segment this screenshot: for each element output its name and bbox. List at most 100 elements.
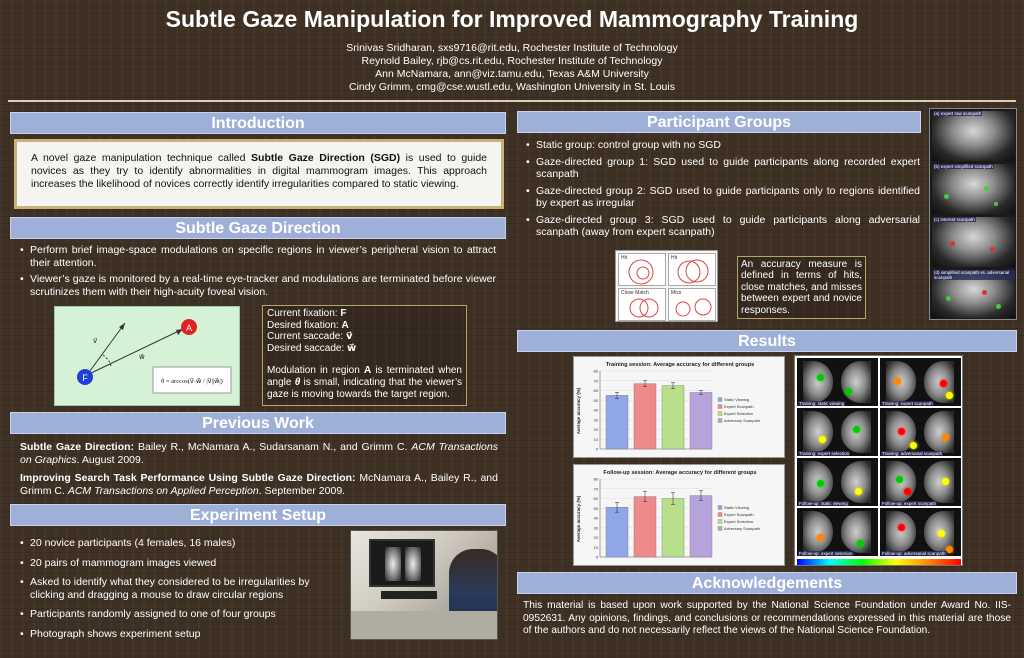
experiment-bullet-5: Photograph shows experiment setup [18, 628, 340, 641]
chart-bar [689, 392, 713, 450]
chart-legend-swatch [717, 397, 723, 402]
chart-bar [605, 507, 629, 558]
chart-ytick: 0 [596, 555, 599, 560]
experiment-heading: Experiment Setup [10, 504, 506, 526]
match-close: Close Match [618, 288, 666, 321]
desired-saccade-row: Desired saccade: w⃗ [267, 342, 357, 354]
chart-legend-label: Static Viewing [724, 397, 749, 402]
heatmap-thumb: Training: expert scanpath [880, 358, 961, 406]
scanpath-thumb-d: (d) simplified scanpath vs. adversarial … [932, 270, 1015, 318]
chart-ytick: 30 [594, 417, 599, 422]
chart-ytick: 30 [594, 525, 599, 530]
modulation-text: Modulation in region A is terminated whe… [267, 365, 462, 400]
chart-bar [661, 385, 685, 450]
heatmap-tag: Follow-up: adversarial scanpath [881, 551, 947, 556]
chart-legend-swatch [717, 526, 723, 531]
chart-title: Training session: Average accuracy for d… [606, 362, 754, 368]
author-line-1: Srinivas Sridharan, sxs9716@rit.edu, Roc… [346, 42, 678, 54]
heatmap-color-scale [797, 559, 961, 565]
match-miss: Miss [668, 288, 716, 321]
vector-v-arrowhead [119, 323, 125, 330]
author-line-3: Ann McNamara, ann@viz.tamu.edu, Texas A&… [375, 68, 649, 80]
heatmap-thumb: Follow-up: adversarial scanpath [880, 508, 961, 556]
chart-ylabel: Average accuracy (%) [576, 387, 581, 434]
vector-w-line [86, 328, 184, 376]
sgd-bullet-1: Perform brief image-space modulations on… [18, 244, 496, 269]
introduction-box: A novel gaze manipulation technique call… [14, 139, 504, 209]
current-fixation-row: Current fixation: F [267, 308, 347, 319]
chart-ytick: 80 [594, 369, 599, 374]
participant-bullet-1: Static group: control group with no SGD [524, 139, 920, 152]
chart-legend-swatch [717, 512, 723, 517]
label-vec-w: w⃗ [139, 353, 145, 361]
heatmap-tag: Follow-up: static viewing [798, 501, 849, 506]
match-hit-2: Hit [668, 253, 716, 286]
sgd-diagram-svg: A F v⃗ w⃗ θ = arccos(v⃗·w⃗ / |v⃗||w⃗|) [77, 319, 232, 394]
chart-legend-label: Adversary Scanpath [724, 418, 760, 423]
scanpath-thumbnails: (a) expert raw scanpath (b) expert simpl… [929, 108, 1017, 320]
monitor-image [369, 539, 435, 587]
reference-2: Improving Search Task Performance Using … [20, 472, 498, 497]
acknowledgements-heading: Acknowledgements [517, 572, 1017, 594]
reference-1: Subtle Gaze Direction: Bailey R., McNama… [20, 441, 498, 466]
acknowledgements-text: This material is based upon work support… [523, 600, 1011, 636]
followup-chart-panel: Follow-up session: Average accuracy for … [573, 464, 785, 566]
chart-bar [689, 495, 713, 558]
heatmap-tag: Training: expert selection [798, 451, 851, 456]
target-a-circle [181, 319, 197, 335]
results-heading: Results [517, 330, 1017, 352]
fixation-f-circle [77, 369, 93, 385]
chart-ytick: 40 [594, 408, 599, 413]
experiment-setup-photo [350, 530, 498, 640]
heatmap-thumb: Training: adversarial scanpath [880, 408, 961, 456]
chart-legend-label: Expert Scanpath [724, 512, 754, 517]
participant-bullet-4: Gaze-directed group 3: SGD used to guide… [524, 214, 920, 239]
previous-work-list: Subtle Gaze Direction: Bailey R., McNama… [20, 441, 498, 503]
sgd-info-box: Current fixation: F Desired fixation: A … [262, 305, 467, 406]
theta-arc [102, 354, 112, 368]
chart-ytick: 60 [594, 388, 599, 393]
scanpath-thumb-c: (c) interest scanpath [932, 217, 1015, 267]
chart-ytick: 70 [594, 486, 599, 491]
heatmap-thumb: Training: static viewing [797, 358, 878, 406]
chart-legend-swatch [717, 505, 723, 510]
chart-ytick: 10 [594, 437, 599, 442]
previous-work-heading: Previous Work [10, 412, 506, 434]
heatmap-tag: Follow-up: expert selection [798, 551, 854, 556]
chart-legend-label: Expert Selection [724, 411, 753, 416]
heatmap-thumb: Training: expert selection [797, 408, 878, 456]
scanpath-thumb-b: (b) expert simplified scanpath [932, 164, 1015, 214]
training-chart-panel: Training session: Average accuracy for d… [573, 356, 785, 458]
chart-legend-swatch [717, 519, 723, 524]
scanpath-thumb-a: (a) expert raw scanpath [932, 111, 1015, 161]
intro-text-1: A novel gaze manipulation technique call… [31, 152, 252, 164]
chart-ytick: 60 [594, 496, 599, 501]
introduction-heading: Introduction [10, 112, 506, 134]
current-saccade-row: Current saccade: v⃗ [267, 331, 353, 343]
chart-ytick: 20 [594, 427, 599, 432]
formula-box [152, 366, 232, 394]
chart-legend-swatch [717, 418, 723, 423]
chart-legend-label: Static Viewing [724, 505, 749, 510]
sgd-vector-diagram: A F v⃗ w⃗ θ = arccos(v⃗·w⃗ / |v⃗||w⃗|) [54, 306, 240, 406]
heatmap-thumb: Follow-up: static viewing [797, 458, 878, 506]
heatmap-tag: Training: expert scanpath [881, 401, 934, 406]
vector-v-line [86, 322, 126, 376]
intro-text-bold: Subtle Gaze Direction (SGD) [251, 152, 401, 164]
chart-legend-label: Expert Selection [724, 519, 753, 524]
chart-ytick: 50 [594, 398, 599, 403]
vector-w-arrowhead [176, 329, 183, 335]
heatmap-thumb: Follow-up: expert selection [797, 508, 878, 556]
chart-ytick: 10 [594, 545, 599, 550]
chart-legend-label: Adversary Scanpath [724, 526, 760, 531]
chart-bar [633, 383, 657, 450]
chart-title: Follow-up session: Average accuracy for … [603, 470, 756, 476]
heatmap-tag: Training: adversarial scanpath [881, 451, 944, 456]
chart-ylabel: Average accuracy (%) [576, 495, 581, 542]
keyboard-image [381, 591, 437, 599]
heatmap-grid: Training: static viewing Training: expert… [794, 355, 963, 566]
intro-text-2: is used to guide novices as they try to … [31, 152, 488, 190]
experiment-bullet-1: 20 novice participants (4 females, 16 ma… [18, 537, 340, 550]
chart-ytick: 20 [594, 535, 599, 540]
chart-legend-swatch [717, 404, 723, 409]
